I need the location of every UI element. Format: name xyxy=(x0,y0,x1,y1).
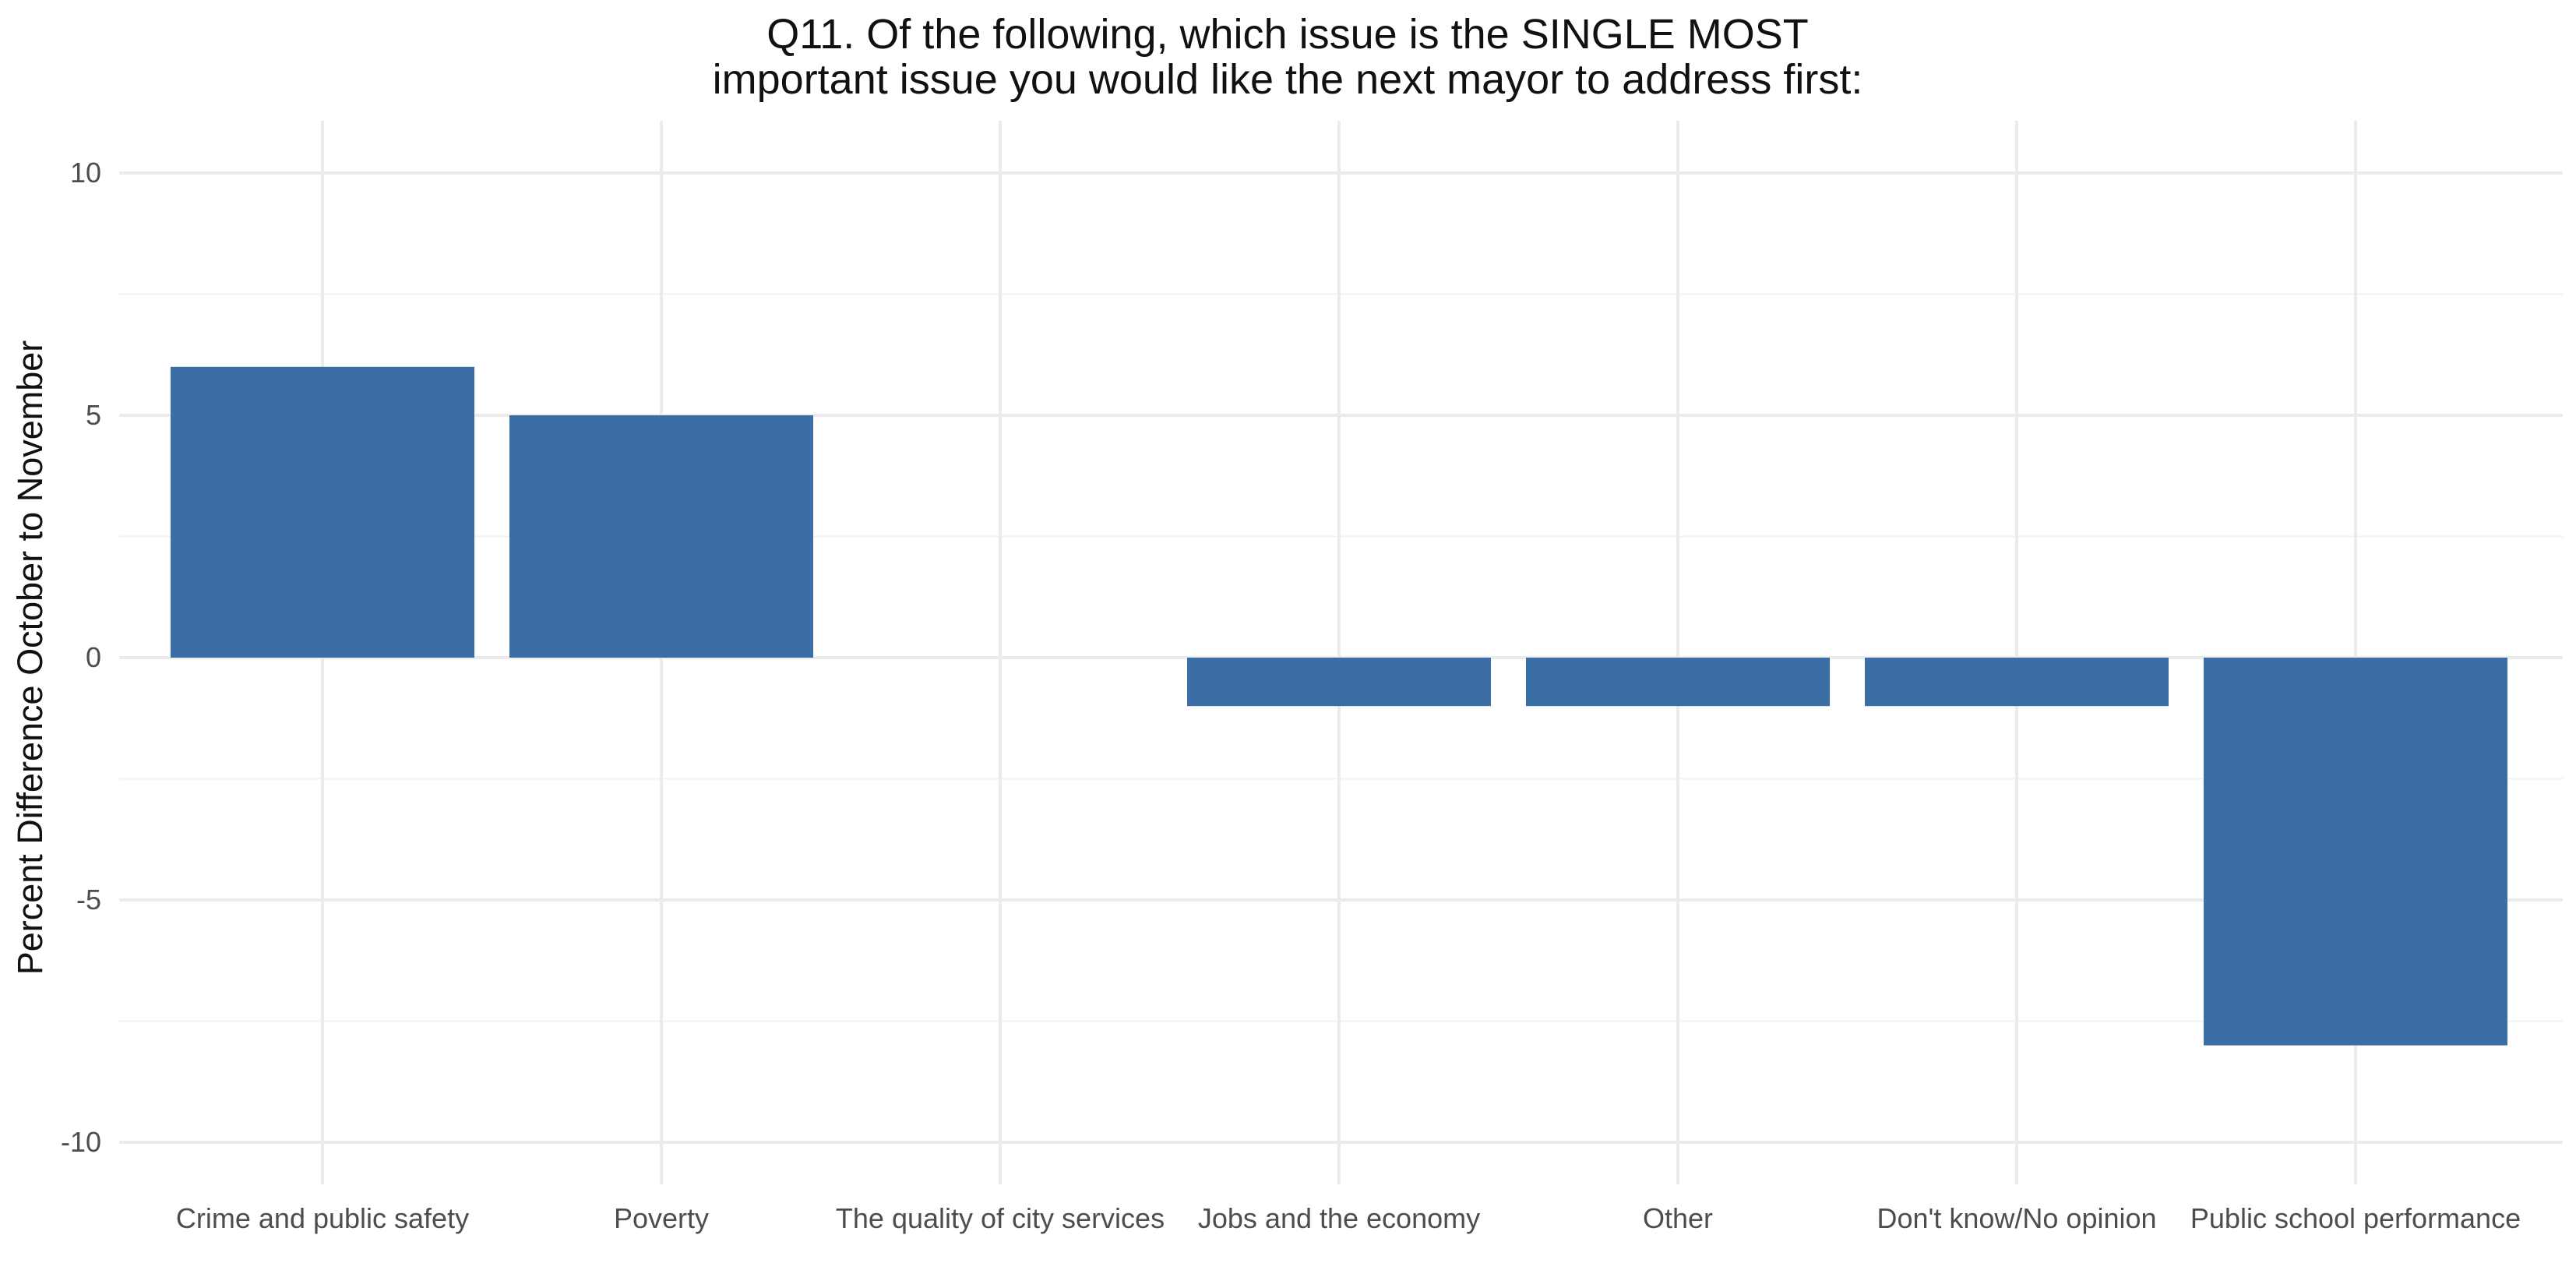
x-axis-tick-labels: Crime and public safety Poverty The qualit… xyxy=(176,1202,2521,1234)
y-axis-tick-labels: -10 -5 0 5 10 xyxy=(61,157,101,1158)
x-tick-label: Jobs and the economy xyxy=(1198,1202,1480,1234)
y-tick-label: 0 xyxy=(86,641,101,673)
bar xyxy=(1526,658,1830,707)
x-tick-label: Poverty xyxy=(614,1202,709,1234)
y-tick-label: 5 xyxy=(86,399,101,431)
y-tick-label: 10 xyxy=(70,157,101,189)
y-tick-label: -10 xyxy=(61,1126,101,1158)
x-tick-label: Other xyxy=(1643,1202,1713,1234)
bar xyxy=(1187,658,1491,707)
chart-title-line-1: Q11. Of the following, which issue is th… xyxy=(766,11,1809,58)
chart-title-line-2: important issue you would like the next … xyxy=(713,56,1863,103)
y-axis-title: Percent Difference October to November xyxy=(10,341,50,976)
bar xyxy=(1865,658,2169,707)
x-tick-label: The quality of city services xyxy=(836,1202,1165,1234)
bar-series xyxy=(171,366,2507,1046)
x-tick-label: Public school performance xyxy=(2190,1202,2521,1234)
bar xyxy=(509,415,813,658)
bar xyxy=(171,366,474,658)
y-tick-label: -5 xyxy=(76,884,101,916)
x-tick-label: Crime and public safety xyxy=(176,1202,469,1234)
bar xyxy=(2204,658,2507,1046)
x-tick-label: Don't know/No opinion xyxy=(1876,1202,2156,1234)
